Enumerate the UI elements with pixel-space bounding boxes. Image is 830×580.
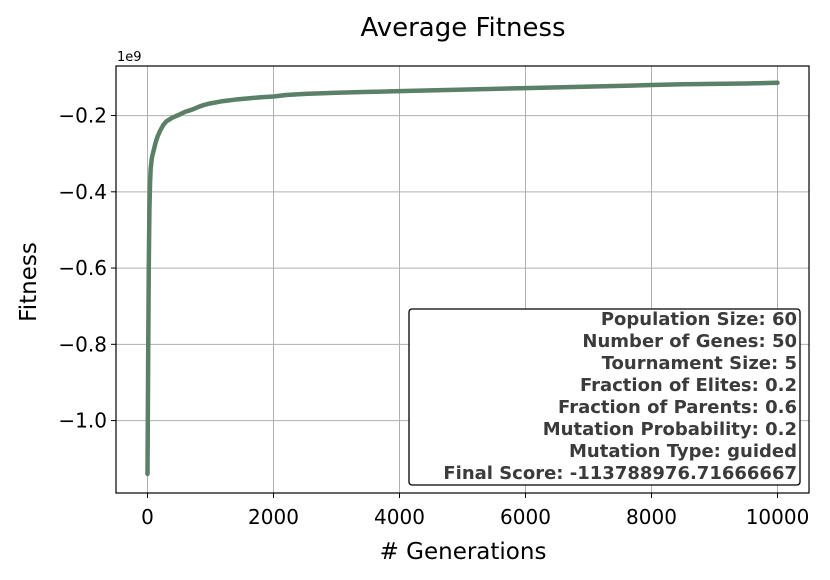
grid (116, 66, 809, 493)
series-line-average-fitness (145, 80, 780, 477)
y-tick-label: −0.4 (58, 180, 107, 204)
legend-entry: Mutation Type: guided (569, 441, 797, 462)
legend-entry: Number of Genes: 50 (582, 331, 797, 352)
plot-frame (115, 65, 810, 494)
chart-title: Average Fitness (360, 13, 565, 43)
x-tick-label: 2000 (248, 505, 299, 529)
legend-box (408, 308, 801, 486)
y-axis-ticks: −1.0 −0.8 −0.6 −0.4 −0.2 (58, 104, 116, 433)
x-axis-ticks: 0 2000 4000 6000 8000 10000 (141, 493, 809, 529)
y-tick-label: −0.6 (58, 256, 107, 280)
y-tick-label: −0.2 (58, 104, 107, 128)
x-tick-label: 0 (141, 505, 154, 529)
legend-entry: Fraction of Elites: 0.2 (580, 375, 797, 396)
legend-entry: Fraction of Parents: 0.6 (558, 397, 797, 418)
x-tick-label: 6000 (500, 505, 551, 529)
y-offset-label: 1e9 (117, 50, 142, 65)
y-tick-label: −1.0 (58, 409, 107, 433)
series-layer (145, 80, 780, 477)
y-axis-label: Fitness (16, 242, 42, 322)
y-tick-label: −0.8 (58, 332, 107, 356)
legend-entry: Mutation Probability: 0.2 (543, 419, 797, 440)
legend-entry: Final Score: -113788976.71666667 (443, 463, 797, 484)
x-tick-label: 10000 (746, 505, 810, 529)
x-tick-label: 4000 (374, 505, 425, 529)
x-axis-label: # Generations (380, 539, 547, 565)
x-tick-label: 8000 (626, 505, 677, 529)
legend-entry: Tournament Size: 5 (602, 353, 797, 374)
legend-entry: Population Size: 60 (601, 309, 797, 330)
